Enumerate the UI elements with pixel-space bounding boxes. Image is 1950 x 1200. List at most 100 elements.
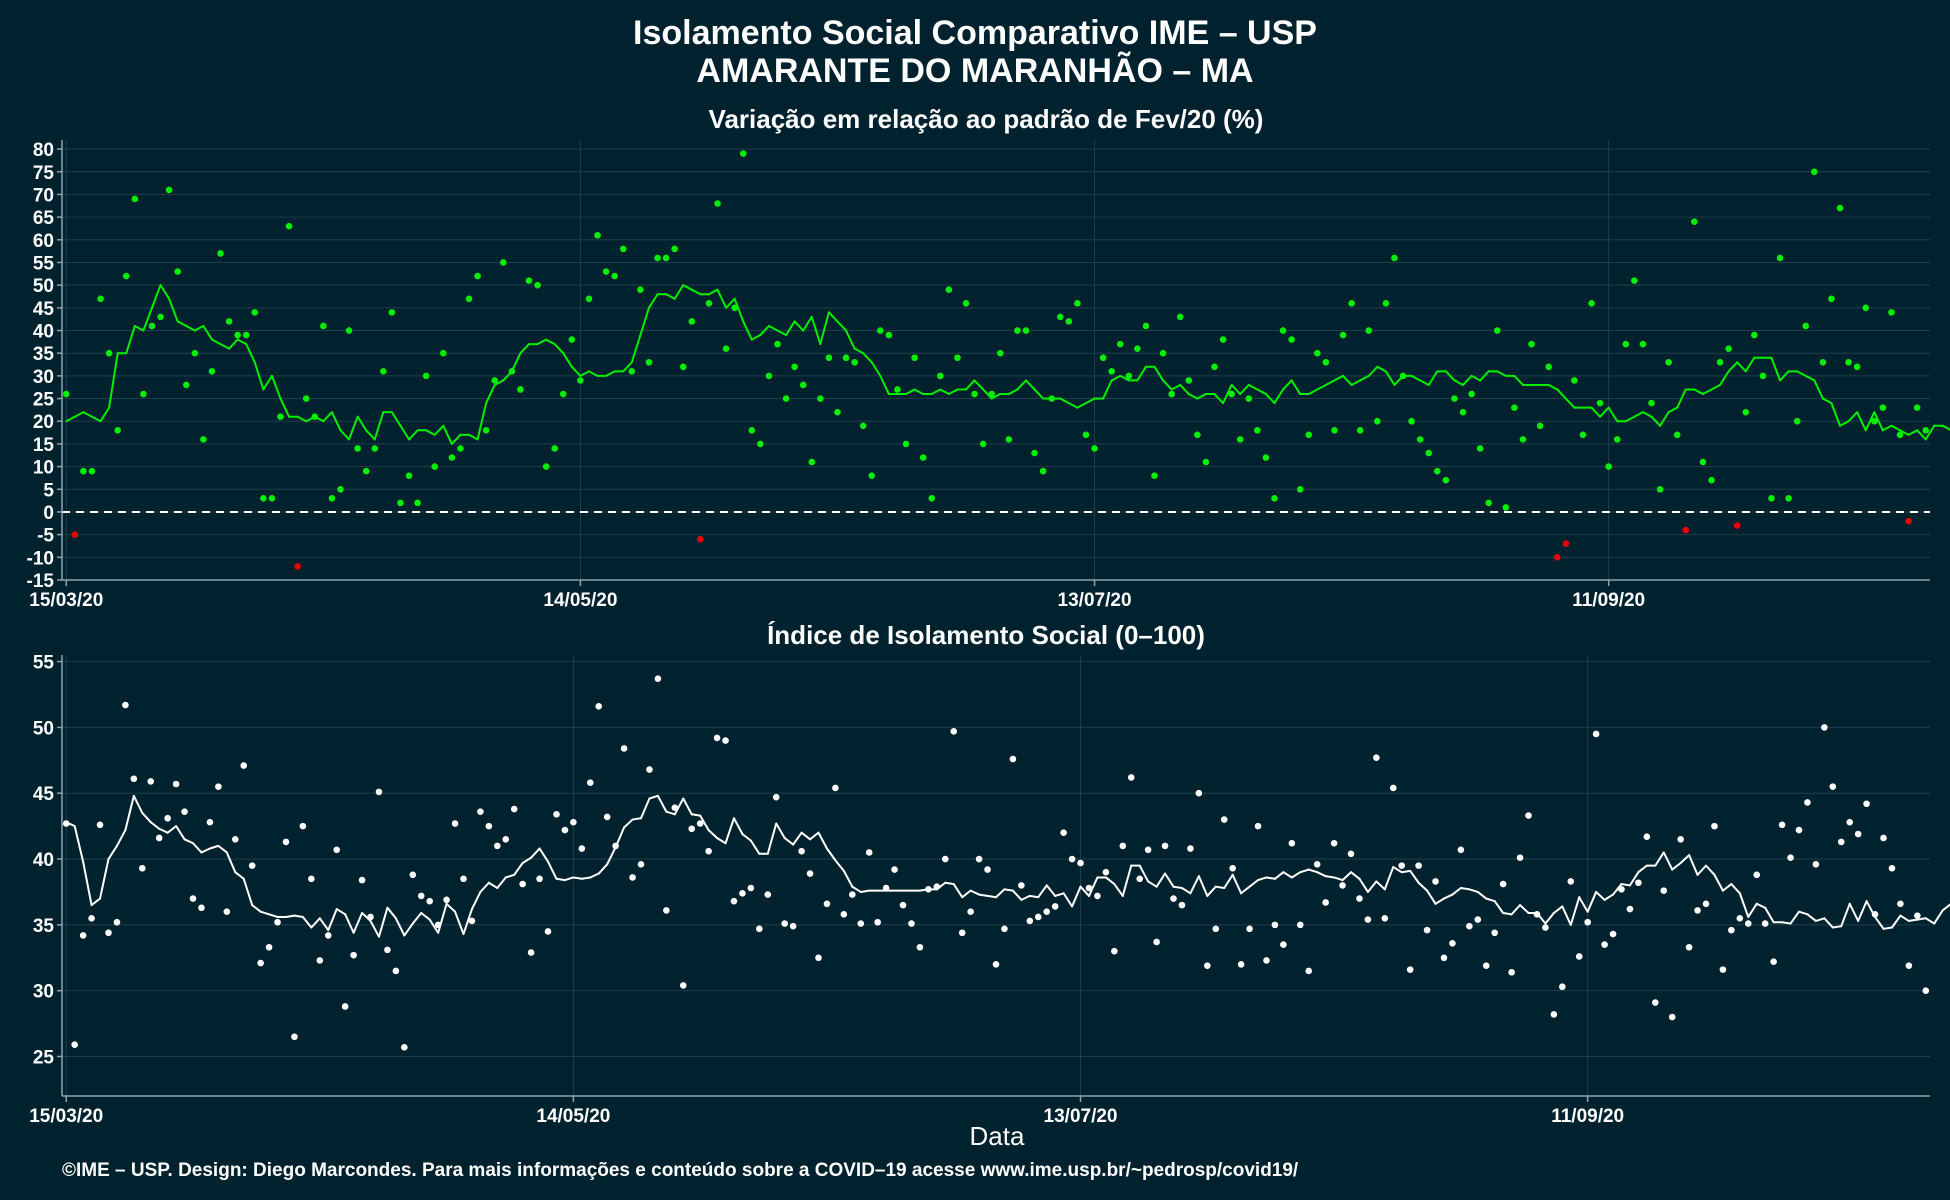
data-point (1082, 431, 1090, 439)
data-point (857, 920, 865, 927)
data-point (1575, 953, 1583, 960)
data-point (865, 849, 873, 856)
data-point (1511, 404, 1518, 411)
smooth-line-segment (513, 861, 524, 876)
data-point (1365, 327, 1373, 334)
smooth-line-segment (1419, 379, 1430, 386)
smooth-line-segment (1556, 388, 1567, 400)
smooth-line-segment (1603, 893, 1615, 901)
smooth-line-segment (1316, 871, 1327, 878)
y-tick-label: 55 (33, 653, 55, 674)
data-point (105, 349, 113, 357)
smooth-line-segment (1633, 411, 1644, 418)
smooth-line-segment (1290, 379, 1302, 396)
smooth-line-segment (1662, 851, 1674, 871)
smooth-line-segment (1459, 887, 1471, 891)
smooth-line-segment (236, 338, 248, 346)
smooth-line-segment (1519, 904, 1530, 915)
smooth-line-segment (99, 406, 111, 423)
data-point (764, 891, 772, 898)
data-point (595, 703, 603, 710)
data-point (747, 884, 755, 892)
data-point (1136, 875, 1143, 883)
data-point (1880, 834, 1887, 842)
data-point (1048, 395, 1055, 402)
smooth-line-segment (268, 913, 279, 918)
data-point (1305, 967, 1313, 975)
data-point (294, 563, 301, 570)
y-tick-label: 25 (33, 1048, 55, 1069)
smooth-line-segment (1701, 388, 1713, 396)
data-point (941, 855, 949, 863)
smooth-line-segment (183, 838, 195, 845)
smooth-line-segment (1907, 429, 1919, 436)
data-point (1185, 377, 1193, 384)
smooth-line-segment (1890, 914, 1902, 929)
smooth-line-segment (944, 881, 955, 886)
smooth-line-segment (939, 388, 950, 396)
data-point (1668, 1013, 1676, 1021)
data-point (603, 813, 611, 821)
smooth-line-segment (1796, 370, 1807, 377)
smooth-line-segment (1316, 383, 1327, 391)
smooth-line-segment (1650, 415, 1662, 427)
data-point (1331, 427, 1338, 434)
data-point (282, 838, 290, 846)
data-point (1204, 962, 1211, 969)
data-point (62, 390, 70, 398)
data-point (612, 842, 619, 850)
smooth-line-segment (90, 897, 102, 907)
smooth-line-segment (1045, 884, 1057, 897)
data-point (1356, 427, 1364, 434)
smooth-line-segment (1933, 909, 1944, 925)
data-point (1685, 943, 1693, 951)
data-point (1220, 816, 1228, 823)
data-point (200, 436, 207, 443)
smooth-line-segment (707, 829, 719, 839)
data-point (1691, 218, 1698, 225)
data-point (1116, 340, 1124, 348)
smooth-line-segment (1586, 890, 1598, 913)
smooth-line-segment (1823, 917, 1834, 929)
smooth-line-segment (1333, 374, 1345, 382)
data-point (1753, 871, 1761, 879)
data-point (1879, 404, 1887, 411)
smooth-line-segment (504, 873, 516, 879)
data-point (1871, 417, 1878, 425)
data-point (967, 908, 974, 916)
smooth-line-segment (450, 433, 462, 445)
data-point (1074, 299, 1081, 307)
smooth-line-segment (1033, 388, 1045, 400)
smooth-line-segment (149, 821, 161, 830)
data-point (559, 390, 567, 398)
smooth-line-segment (947, 388, 959, 396)
data-point (1195, 789, 1203, 797)
smooth-line-segment (536, 338, 548, 346)
smooth-line-segment (234, 871, 245, 880)
smooth-line-segment (65, 415, 76, 423)
data-point (1871, 911, 1879, 918)
smooth-line-segment (538, 847, 550, 863)
smooth-line-segment (348, 415, 359, 441)
x-tick-label: 14/05/20 (543, 590, 617, 611)
smooth-line-segment (200, 847, 211, 854)
y-tick-label: 5 (43, 480, 54, 501)
data-point (817, 395, 824, 402)
data-point (645, 358, 653, 366)
data-point (637, 861, 645, 868)
data-point (1406, 966, 1414, 973)
smooth-line-segment (656, 794, 668, 813)
smooth-line-segment (1037, 884, 1048, 899)
data-point (465, 295, 473, 303)
data-point (1194, 431, 1201, 439)
data-point (1187, 845, 1194, 852)
data-point (1288, 336, 1295, 343)
data-point (1077, 859, 1084, 867)
smooth-line-segment (793, 320, 805, 332)
smooth-line-segment (1067, 402, 1079, 409)
data-point (268, 495, 276, 502)
data-point (908, 920, 915, 927)
smooth-line-segment (301, 915, 313, 929)
data-point (1542, 924, 1549, 931)
data-point (414, 499, 421, 507)
